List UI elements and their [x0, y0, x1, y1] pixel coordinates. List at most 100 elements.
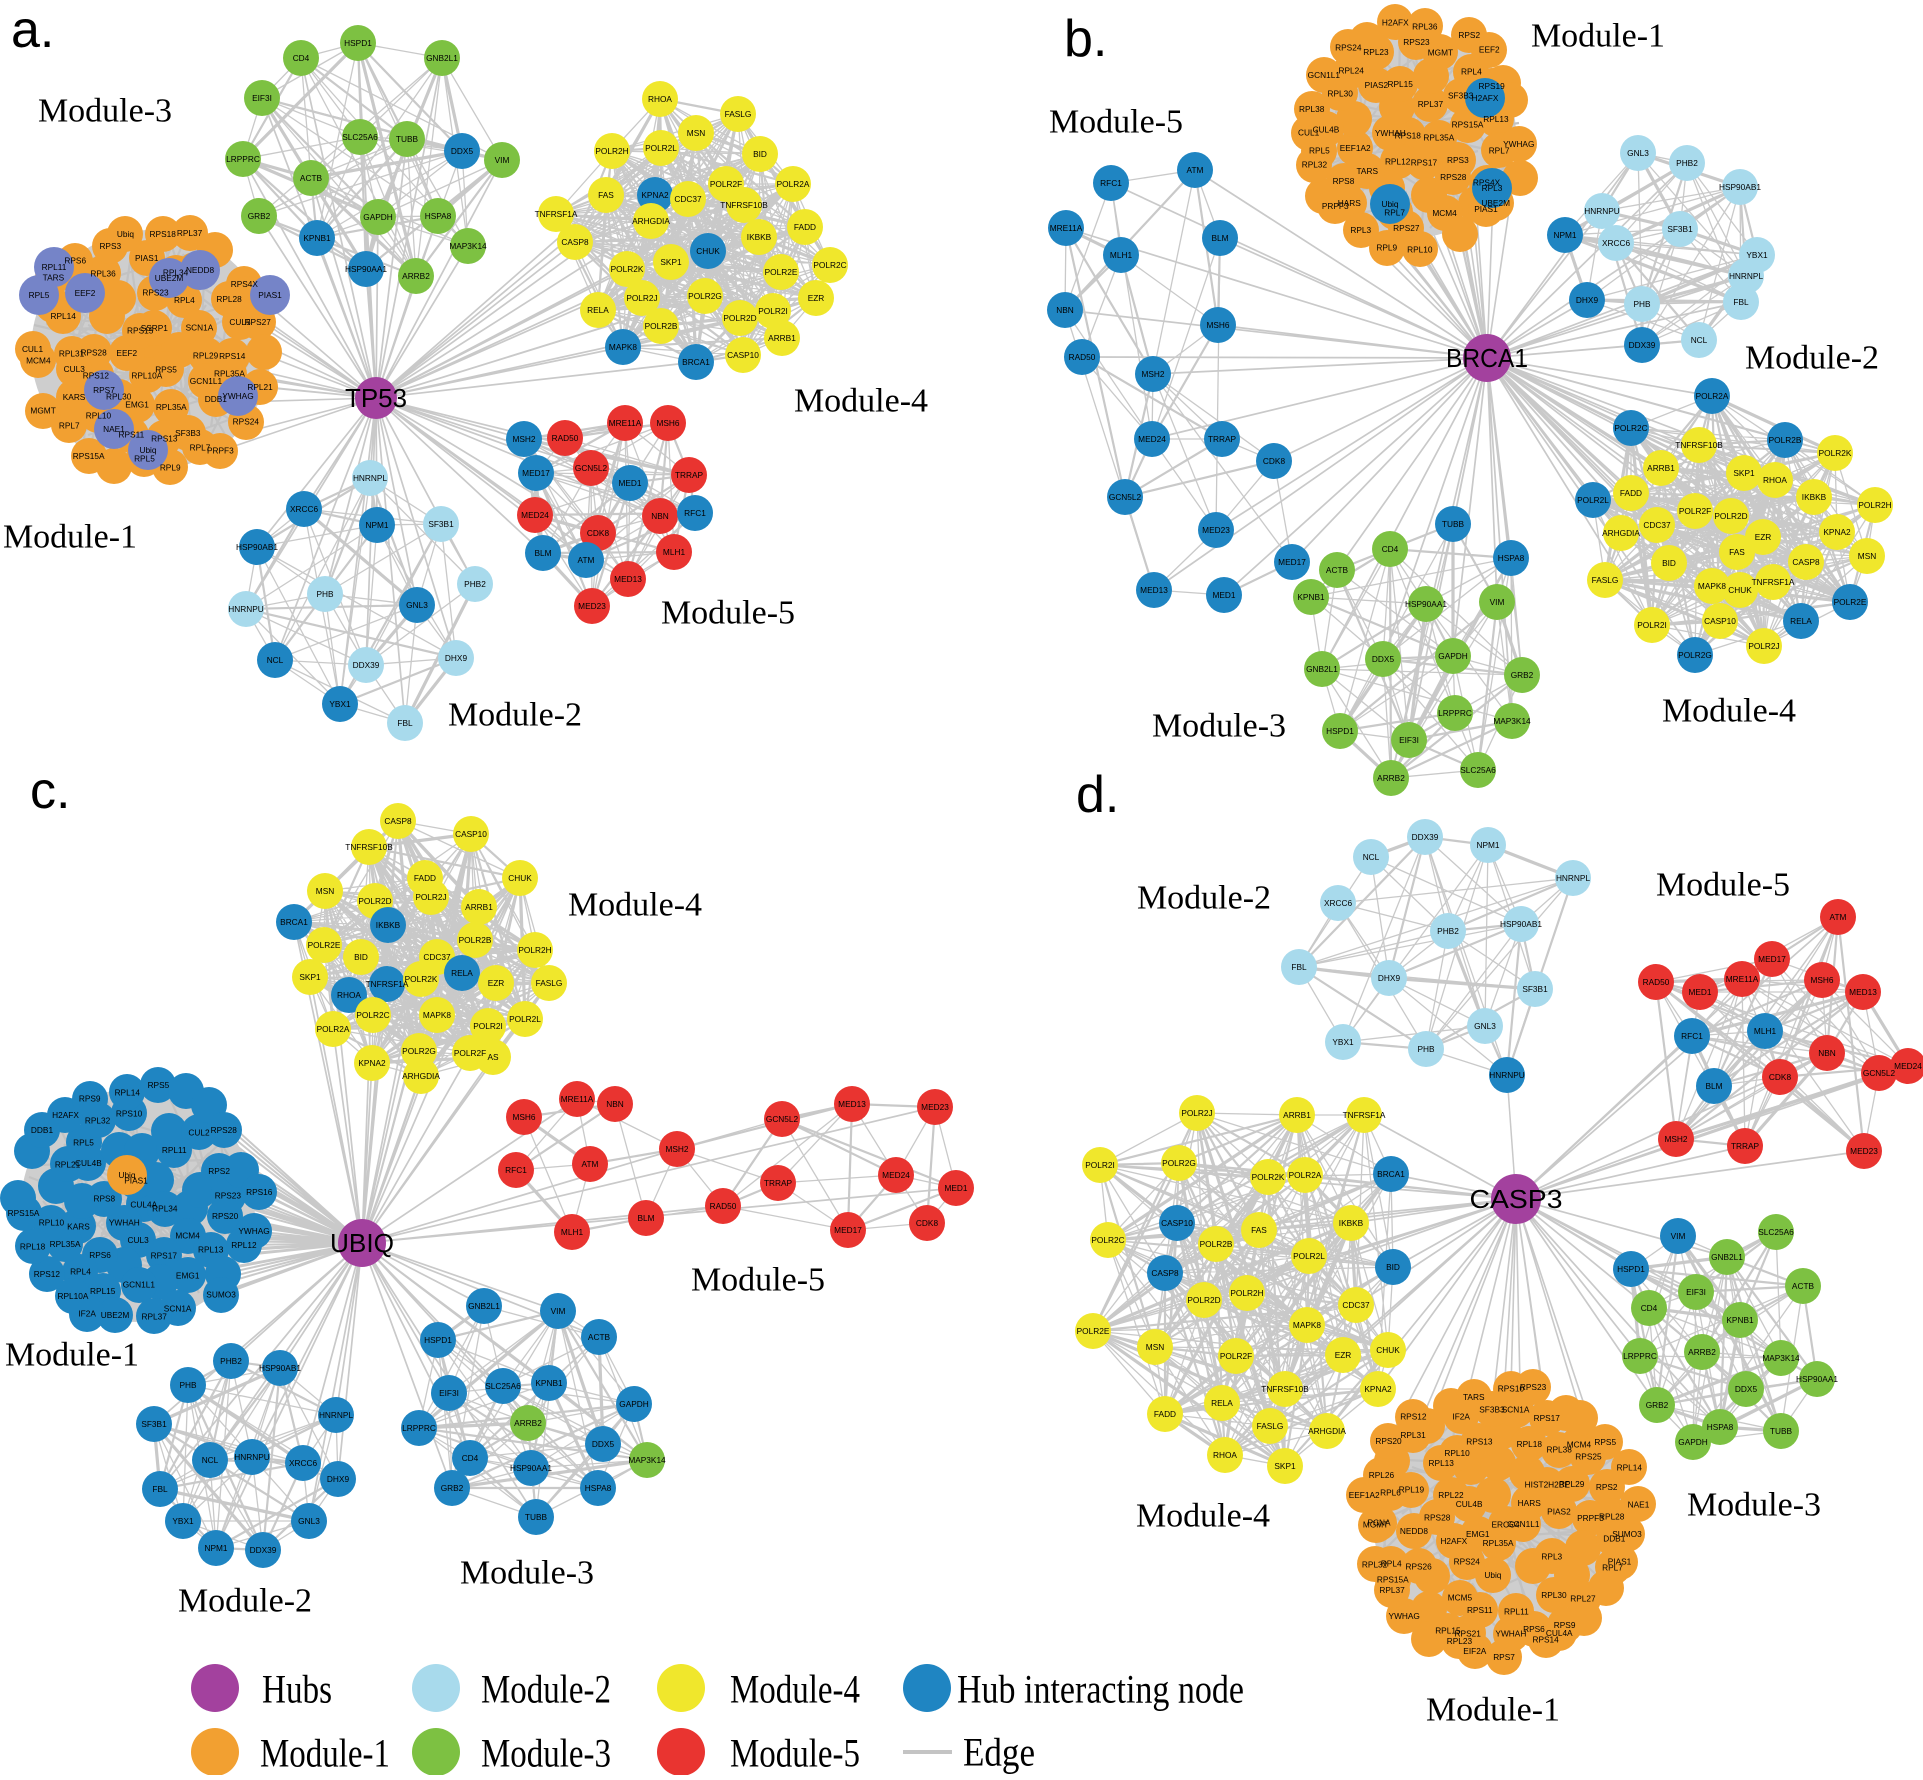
svg-text:RPL4: RPL4	[1461, 67, 1482, 77]
svg-text:POLR2K: POLR2K	[405, 974, 438, 984]
svg-text:CHUK: CHUK	[696, 246, 720, 256]
svg-text:HNRNPU: HNRNPU	[1584, 206, 1620, 216]
svg-text:RPL13: RPL13	[198, 1245, 224, 1255]
svg-text:RPL23: RPL23	[1363, 47, 1389, 57]
svg-text:RPL26: RPL26	[1369, 1470, 1395, 1480]
svg-text:LRPPRC: LRPPRC	[1438, 708, 1472, 718]
svg-text:GNL3: GNL3	[406, 600, 428, 610]
svg-text:POLR2E: POLR2E	[1834, 597, 1867, 607]
svg-text:H2AFX: H2AFX	[1472, 93, 1499, 103]
svg-text:POLR2J: POLR2J	[1181, 1108, 1212, 1118]
svg-text:RPS2: RPS2	[1458, 30, 1480, 40]
svg-text:HSP90AB1: HSP90AB1	[259, 1363, 301, 1373]
svg-text:RPS12: RPS12	[1400, 1412, 1427, 1422]
svg-text:RPL19: RPL19	[1399, 1485, 1425, 1495]
svg-text:RPS23: RPS23	[215, 1191, 242, 1201]
svg-text:GCN1L1: GCN1L1	[1308, 70, 1341, 80]
svg-text:RPS28: RPS28	[1440, 172, 1467, 182]
svg-text:GCN1L1: GCN1L1	[123, 1280, 156, 1290]
svg-text:CUL5: CUL5	[229, 317, 251, 327]
svg-text:GAPDH: GAPDH	[1678, 1437, 1708, 1447]
svg-text:MRE11A: MRE11A	[609, 418, 642, 428]
svg-text:AS: AS	[487, 1052, 499, 1062]
svg-text:EEF2: EEF2	[1479, 45, 1500, 55]
svg-text:TNFRSF1A: TNFRSF1A	[366, 979, 409, 989]
svg-text:RPL10A: RPL10A	[58, 1291, 89, 1301]
svg-text:TRRAP: TRRAP	[1208, 434, 1237, 444]
svg-text:CASP8: CASP8	[384, 816, 412, 826]
svg-text:MED17: MED17	[522, 468, 550, 478]
svg-text:GNB2L1: GNB2L1	[426, 53, 458, 63]
svg-text:LRPPRC: LRPPRC	[402, 1423, 436, 1433]
svg-text:IKBKB: IKBKB	[747, 232, 772, 242]
svg-text:H2AFX: H2AFX	[52, 1110, 79, 1120]
svg-text:CUL3: CUL3	[64, 364, 86, 374]
svg-text:POLR2J: POLR2J	[415, 892, 446, 902]
svg-text:POLR2G: POLR2G	[688, 291, 722, 301]
svg-text:RPS14: RPS14	[219, 351, 246, 361]
svg-text:RPS23: RPS23	[142, 288, 169, 298]
svg-text:TARS: TARS	[1356, 166, 1378, 176]
svg-text:RELA: RELA	[1211, 1398, 1233, 1408]
svg-text:RPL37: RPL37	[177, 228, 203, 238]
svg-text:RPL3: RPL3	[1482, 183, 1503, 193]
svg-text:HIST2H2BE: HIST2H2BE	[1525, 1480, 1571, 1490]
svg-text:NAE1: NAE1	[103, 424, 125, 434]
svg-text:YBX1: YBX1	[329, 699, 351, 709]
svg-text:MSH6: MSH6	[1810, 975, 1833, 985]
svg-text:MRE11A: MRE11A	[1050, 223, 1083, 233]
svg-text:RPL37: RPL37	[1418, 99, 1444, 109]
svg-text:MAP3K14: MAP3K14	[449, 241, 487, 251]
svg-text:PCNA: PCNA	[1367, 1518, 1391, 1528]
svg-text:RPL31: RPL31	[1400, 1430, 1426, 1440]
svg-text:RPL7: RPL7	[1602, 1562, 1623, 1572]
svg-text:RPS4X: RPS4X	[1473, 178, 1501, 188]
svg-text:SCN1A: SCN1A	[164, 1303, 192, 1313]
svg-text:FASLG: FASLG	[1592, 575, 1619, 585]
svg-text:ATM: ATM	[1187, 165, 1204, 175]
svg-text:POLR2E: POLR2E	[308, 940, 341, 950]
svg-text:MCM4: MCM4	[1432, 208, 1457, 218]
svg-text:NCL: NCL	[202, 1455, 219, 1465]
svg-text:Module-2: Module-2	[178, 1583, 312, 1620]
svg-text:MLH1: MLH1	[1754, 1026, 1777, 1036]
svg-text:HARS: HARS	[1338, 198, 1362, 208]
svg-text:SF3B3: SF3B3	[175, 428, 201, 438]
svg-text:RPS15A: RPS15A	[1377, 1575, 1409, 1585]
svg-text:ATM: ATM	[1830, 912, 1847, 922]
svg-text:Ubiq: Ubiq	[117, 229, 134, 239]
svg-text:HSPA8: HSPA8	[1498, 553, 1525, 563]
svg-text:MSN: MSN	[687, 128, 705, 138]
svg-text:UBE2M: UBE2M	[1481, 198, 1510, 208]
svg-text:RPS27: RPS27	[1393, 223, 1420, 233]
svg-text:MED24: MED24	[521, 510, 549, 520]
svg-text:RPL30: RPL30	[1541, 1590, 1567, 1600]
svg-text:RPS23: RPS23	[1520, 1382, 1547, 1392]
svg-text:YWHAG: YWHAG	[1389, 1611, 1420, 1621]
svg-text:EIF3I: EIF3I	[1686, 1287, 1706, 1297]
svg-text:POLR2D: POLR2D	[1714, 511, 1747, 521]
svg-text:HSP90AA1: HSP90AA1	[510, 1463, 552, 1473]
svg-text:SF3B1: SF3B1	[1667, 224, 1693, 234]
svg-text:MRE11A: MRE11A	[1726, 974, 1759, 984]
svg-text:ARHGDIA: ARHGDIA	[632, 216, 670, 226]
svg-text:PHB: PHB	[179, 1380, 197, 1390]
svg-text:RPS16: RPS16	[246, 1187, 273, 1197]
svg-text:RPL11: RPL11	[162, 1145, 187, 1155]
svg-text:MLH1: MLH1	[663, 547, 686, 557]
svg-text:DDX39: DDX39	[250, 1545, 277, 1555]
svg-text:RPS17: RPS17	[1534, 1413, 1561, 1423]
svg-text:NBN: NBN	[606, 1099, 624, 1109]
svg-text:RELA: RELA	[1790, 616, 1812, 626]
svg-text:POLR2I: POLR2I	[473, 1021, 503, 1031]
svg-text:RPS13: RPS13	[1466, 1436, 1493, 1446]
svg-text:RPS5: RPS5	[148, 1080, 170, 1090]
svg-text:RPS6: RPS6	[64, 256, 86, 266]
svg-text:CHUK: CHUK	[1376, 1345, 1400, 1355]
svg-text:RPS25: RPS25	[1575, 1452, 1602, 1462]
svg-text:RPL5: RPL5	[1309, 146, 1330, 156]
svg-text:MED23: MED23	[1202, 525, 1230, 535]
svg-text:MRE11A: MRE11A	[561, 1094, 594, 1104]
svg-text:DHX9: DHX9	[1576, 295, 1599, 305]
svg-text:SKP1: SKP1	[1274, 1461, 1296, 1471]
